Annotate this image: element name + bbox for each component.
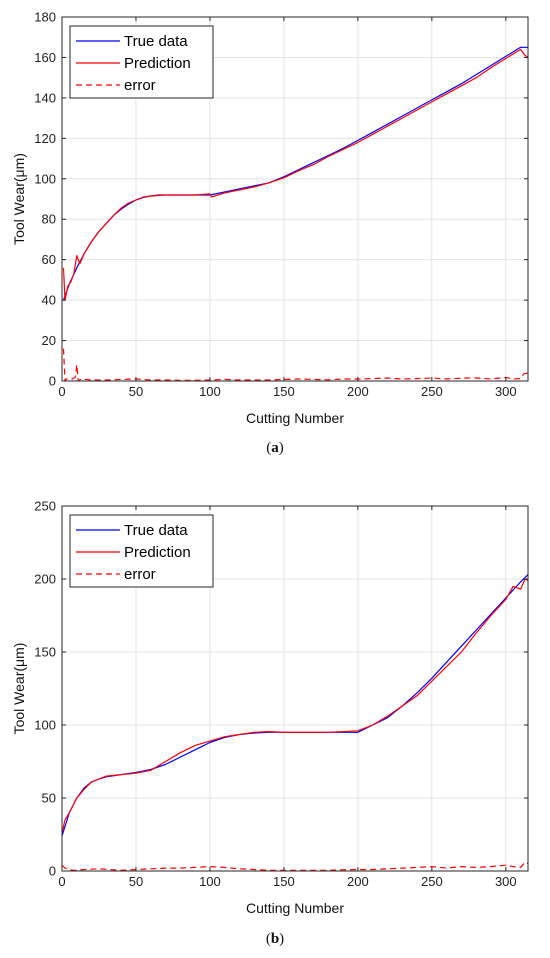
legend: True data Prediction error — [69, 25, 214, 99]
chart-b: 0 50 100 150 200 250 300 0 50 100 150 200 250 Cutting… — [11, 499, 529, 916]
x-tick-label: 50 — [129, 384, 143, 399]
series-line-prediction — [62, 48, 528, 301]
x-tick-label: 150 — [273, 384, 295, 399]
legend-label: True data — [124, 522, 188, 539]
y-axis-label: Tool Wear(μm) — [11, 153, 27, 245]
legend-label: Prediction — [124, 544, 191, 561]
y-tick-label: 20 — [42, 333, 56, 348]
x-axis-label: Cutting Number — [246, 900, 344, 916]
x-tick-label: 300 — [495, 874, 517, 889]
plot-frame — [61, 505, 529, 872]
legend-box — [69, 514, 214, 588]
y-tick-label: 140 — [34, 90, 56, 105]
y-tick-label: 0 — [49, 374, 56, 389]
plot-frame — [61, 16, 529, 382]
caption-b-letter: b — [270, 931, 280, 947]
chart-a: 0 50 100 150 200 250 300 0 20 40 60 80 100 120 140 160 1… — [11, 10, 529, 426]
legend-label: error — [124, 77, 156, 94]
y-tick-label: 100 — [34, 171, 56, 186]
y-axis-label: Tool Wear(μm) — [11, 643, 27, 735]
legend: True data Prediction error — [69, 514, 214, 588]
legend-label: True data — [124, 33, 188, 50]
x-tick-label: 50 — [129, 874, 143, 889]
x-tick-label: 250 — [421, 874, 443, 889]
y-tick-label: 200 — [34, 572, 56, 587]
y-tick-label: 120 — [34, 131, 56, 146]
x-tick-label: 300 — [495, 384, 517, 399]
y-tick-label: 250 — [34, 499, 56, 514]
x-tick-label: 250 — [421, 384, 443, 399]
y-tick-label: 50 — [42, 791, 56, 806]
x-tick-label: 200 — [347, 384, 369, 399]
y-tick-label: 40 — [42, 293, 56, 308]
series-line-prediction — [62, 578, 528, 834]
y-tick-label: 60 — [42, 252, 56, 267]
y-tick-label: 100 — [34, 718, 56, 733]
y-tick-label: 150 — [34, 645, 56, 660]
x-tick-label: 0 — [58, 384, 65, 399]
x-axis-label: Cutting Number — [246, 410, 344, 426]
x-tick-label: 100 — [199, 384, 221, 399]
y-tick-label: 160 — [34, 50, 56, 65]
y-tick-label: 0 — [49, 864, 56, 879]
series-line-error — [62, 348, 528, 381]
legend-box — [69, 25, 214, 99]
legend-label: error — [124, 566, 156, 583]
x-tick-label: 150 — [273, 874, 295, 889]
series-line-error — [62, 861, 528, 871]
x-tick-label: 100 — [199, 874, 221, 889]
y-tick-label: 180 — [34, 10, 56, 25]
x-tick-label: 200 — [347, 874, 369, 889]
caption-a-letter: a — [271, 440, 279, 456]
x-tick-label: 0 — [58, 874, 65, 889]
y-tick-label: 80 — [42, 212, 56, 227]
series-line-true-data — [62, 574, 528, 837]
legend-label: Prediction — [124, 55, 191, 72]
caption-a: (a) — [266, 440, 284, 456]
caption-b: (b) — [265, 931, 285, 947]
